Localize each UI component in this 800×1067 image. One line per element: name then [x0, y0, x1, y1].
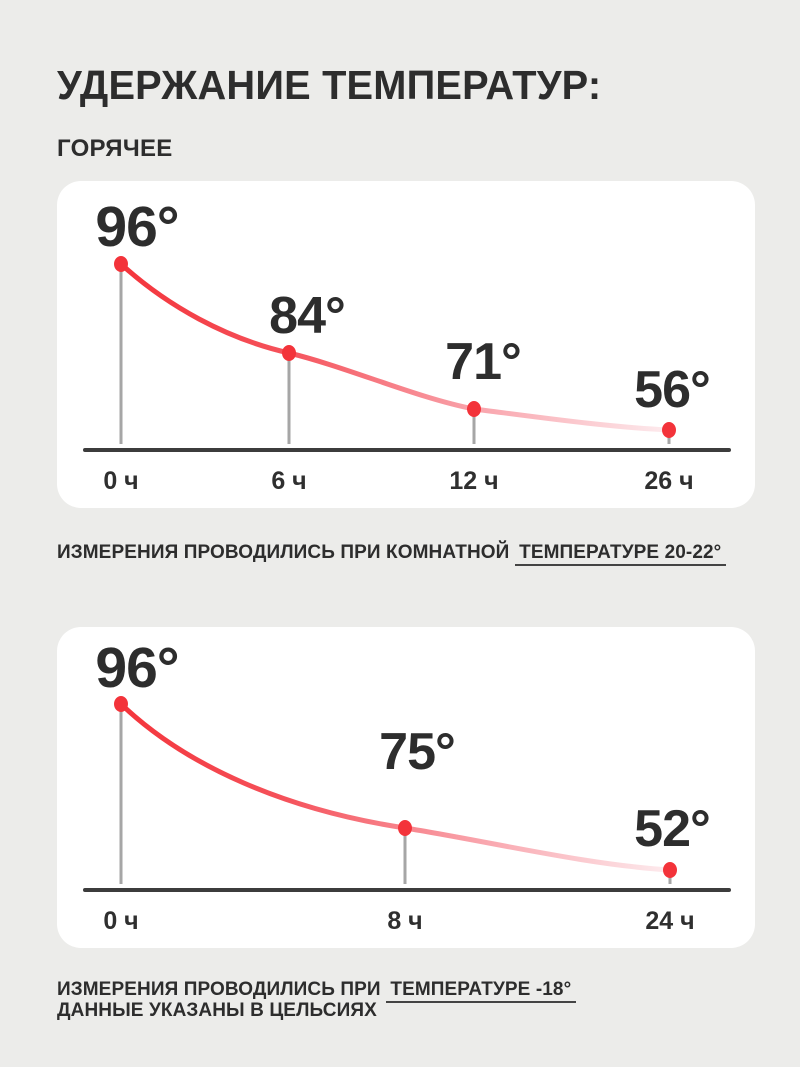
data-point-dot [114, 696, 128, 712]
data-point-dot [114, 256, 128, 272]
temp-label: 96° [95, 195, 178, 259]
temp-label: 71° [445, 333, 521, 391]
x-tick-label: 12 ч [449, 467, 498, 495]
data-point-dot [398, 820, 412, 836]
caption-line2: ДАННЫЕ УКАЗАНЫ В ЦЕЛЬСИЯХ [57, 1000, 377, 1021]
cold-chart-caption: ИЗМЕРЕНИЯ ПРОВОДИЛИСЬ ПРИ ТЕМПЕРАТУРЕ -18… [57, 979, 757, 1021]
hot-chart: 96° 84° 71° 56° 0 ч 6 ч 12 ч 26 ч [83, 195, 731, 495]
cold-chart: 96° 75° 52° 0 ч 8 ч 24 ч [83, 636, 731, 935]
caption-underlined-text: ТЕМПЕРАТУРЕ -18° [386, 979, 577, 1003]
cold-chart-card: 96° 75° 52° 0 ч 8 ч 24 ч [57, 627, 755, 948]
temp-label: 84° [269, 287, 345, 345]
data-point-dot [467, 401, 481, 417]
hot-chart-card: 96° 84° 71° 56° 0 ч 6 ч 12 ч 26 ч [57, 181, 755, 508]
caption-underlined-text: ТЕМПЕРАТУРЕ 20-22° [515, 542, 727, 566]
hot-chart-caption: ИЗМЕРЕНИЯ ПРОВОДИЛИСЬ ПРИ КОМНАТНОЙ ТЕМПЕ… [57, 542, 757, 566]
page-title: УДЕРЖАНИЕ ТЕМПЕРАТУР: [57, 62, 602, 108]
caption-text: ИЗМЕРЕНИЯ ПРОВОДИЛИСЬ ПРИ КОМНАТНОЙ [57, 542, 510, 563]
temp-label: 75° [379, 723, 455, 781]
x-tick-label: 8 ч [387, 907, 422, 935]
x-tick-label: 6 ч [271, 467, 306, 495]
data-point-dot [663, 862, 677, 878]
temp-label: 52° [634, 800, 710, 858]
temp-label: 56° [634, 361, 710, 419]
decay-curve [118, 261, 672, 433]
data-point-dot [662, 422, 676, 438]
x-tick-label: 26 ч [644, 467, 693, 495]
x-tick-label: 0 ч [103, 907, 138, 935]
x-tick-label: 0 ч [103, 467, 138, 495]
temp-label: 96° [95, 636, 178, 700]
caption-text: ИЗМЕРЕНИЯ ПРОВОДИЛИСЬ ПРИ [57, 979, 381, 1000]
x-tick-label: 24 ч [645, 907, 694, 935]
section-label-hot: ГОРЯЧЕЕ [57, 135, 173, 162]
data-point-dot [282, 345, 296, 361]
